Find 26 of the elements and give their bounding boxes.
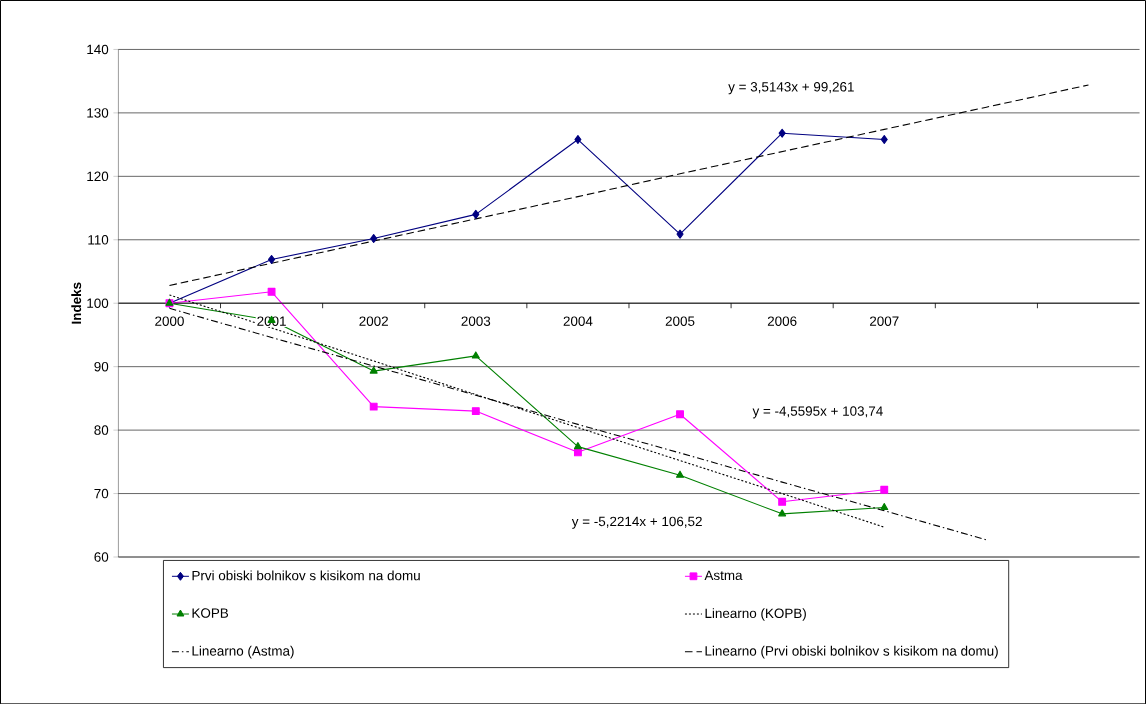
y-tick-label: 80 [94, 425, 109, 435]
y-tick-label: 70 [94, 488, 109, 499]
legend-label: Linearno (Astma) [192, 645, 294, 659]
y-tick-label: 140 [87, 44, 109, 55]
y-tick-label: 120 [87, 171, 109, 181]
x-tick-label: 2004 [563, 316, 593, 326]
x-tick-label: 2007 [869, 316, 899, 326]
legend-label: KOPB [192, 608, 229, 618]
x-tick-label: 2006 [767, 316, 797, 326]
annotation: y = 3,5143x + 99,261 [728, 81, 854, 95]
x-tick-label: 2003 [461, 316, 491, 326]
annotation: y = -5,2214x + 106,52 [571, 516, 702, 529]
legend-label: Linearno (KOPB) [705, 607, 806, 621]
x-tick-label: 2002 [359, 316, 388, 326]
y-tick-label: 130 [87, 107, 109, 118]
y-tick-label: 90 [94, 361, 109, 372]
y-tick-label: 60 [94, 552, 109, 562]
y-tick-label: 110 [88, 234, 109, 245]
legend-label: Prvi obiski bolnikov s kisikom na domu [192, 570, 420, 581]
x-tick-label: 2000 [155, 316, 184, 326]
legend-label: Linearno (Prvi obiski bolnikov s kisikom na domu) [705, 645, 998, 659]
annotation: y = -4,5595x + 103,74 [752, 406, 883, 419]
y-tick-label: 100 [87, 298, 109, 308]
x-tick-label: 2005 [665, 316, 695, 326]
legend-label: Astma [704, 570, 743, 580]
y-axis-title: Indeks [71, 282, 82, 324]
